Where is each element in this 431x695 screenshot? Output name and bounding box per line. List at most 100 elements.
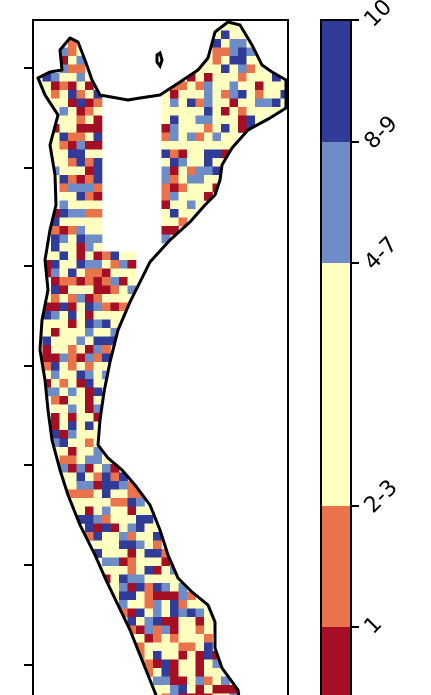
grid-cell bbox=[178, 98, 188, 108]
grid-cell bbox=[102, 515, 111, 524]
grid-cell bbox=[76, 132, 86, 142]
grid-cell bbox=[110, 540, 120, 550]
grid-cell bbox=[127, 532, 137, 541]
grid-cell bbox=[110, 319, 120, 329]
grid-cell bbox=[59, 455, 69, 465]
grid-cell bbox=[221, 56, 230, 65]
grid-cell bbox=[51, 277, 60, 286]
grid-cell bbox=[204, 617, 213, 626]
grid-cell bbox=[178, 90, 188, 99]
grid-cell bbox=[204, 149, 213, 159]
grid-cell bbox=[263, 81, 273, 91]
grid-cell bbox=[221, 132, 230, 142]
grid-cell bbox=[85, 132, 94, 142]
grid-cell bbox=[136, 540, 145, 550]
grid-cell bbox=[59, 294, 69, 303]
grid-cell bbox=[76, 336, 86, 346]
grid-cell bbox=[178, 642, 188, 652]
grid-cell bbox=[161, 175, 171, 184]
grid-cell bbox=[59, 200, 69, 210]
grid-cell bbox=[136, 634, 145, 643]
grid-cell bbox=[204, 115, 213, 125]
grid-cell bbox=[170, 217, 179, 227]
grid-cell bbox=[59, 311, 69, 320]
grid-cell bbox=[119, 583, 128, 592]
grid-cell bbox=[76, 319, 86, 329]
grid-cell bbox=[212, 56, 222, 65]
grid-cell bbox=[212, 693, 222, 695]
grid-cell bbox=[195, 617, 205, 626]
grid-cell bbox=[246, 47, 256, 57]
grid-cell bbox=[93, 549, 103, 558]
grid-cell bbox=[204, 90, 213, 99]
grid-cell bbox=[85, 192, 94, 201]
grid-cell bbox=[51, 285, 60, 295]
grid-cell bbox=[229, 81, 239, 91]
grid-cell bbox=[85, 226, 94, 235]
grid-cell bbox=[136, 583, 145, 592]
grid-cell bbox=[110, 566, 120, 575]
grid-cell bbox=[102, 302, 111, 312]
grid-cell bbox=[68, 370, 77, 380]
grid-cell bbox=[59, 47, 69, 57]
grid-cell bbox=[42, 73, 52, 82]
grid-cell bbox=[272, 73, 281, 82]
grid-cell bbox=[195, 107, 205, 116]
grid-cell bbox=[76, 268, 86, 278]
grid-cell bbox=[153, 685, 162, 694]
grid-cell bbox=[170, 132, 179, 142]
grid-cell bbox=[161, 600, 171, 609]
grid-cell bbox=[76, 498, 86, 507]
grid-cell bbox=[170, 591, 179, 601]
grid-cell bbox=[51, 319, 60, 329]
grid-cell bbox=[153, 557, 162, 567]
grid-cell bbox=[76, 98, 86, 108]
grid-cell bbox=[93, 209, 103, 218]
grid-cell bbox=[51, 387, 60, 397]
grid-cell bbox=[161, 617, 171, 626]
grid-cell bbox=[229, 73, 239, 82]
grid-cell bbox=[85, 234, 94, 244]
grid-cell bbox=[68, 421, 77, 431]
grid-cell bbox=[76, 260, 86, 269]
grid-cell bbox=[85, 141, 94, 150]
grid-cell bbox=[178, 608, 188, 618]
grid-cell bbox=[212, 73, 222, 82]
grid-cell bbox=[110, 285, 120, 295]
grid-cell bbox=[76, 192, 86, 201]
grid-cell bbox=[42, 362, 52, 371]
grid-cell bbox=[76, 345, 86, 354]
grid-cell bbox=[161, 200, 171, 210]
grid-cell bbox=[195, 625, 205, 635]
grid-cell bbox=[263, 98, 273, 108]
grid-cell bbox=[110, 583, 120, 592]
grid-cell bbox=[85, 362, 94, 371]
grid-cell bbox=[93, 234, 103, 244]
grid-cell bbox=[42, 345, 52, 354]
grid-cell bbox=[51, 260, 60, 269]
grid-cell bbox=[51, 430, 60, 439]
grid-cell bbox=[161, 634, 171, 643]
grid-cell bbox=[153, 583, 162, 592]
grid-cell bbox=[76, 302, 86, 312]
grid-cell bbox=[255, 64, 264, 74]
grid-cell bbox=[119, 481, 128, 490]
grid-cell bbox=[195, 693, 205, 695]
grid-cell bbox=[68, 47, 77, 57]
grid-cell bbox=[59, 115, 69, 125]
grid-cell bbox=[161, 591, 171, 601]
grid-cell bbox=[110, 472, 120, 482]
grid-cell bbox=[153, 608, 162, 618]
coastline bbox=[36, 20, 288, 695]
grid-cell bbox=[85, 498, 94, 507]
grid-cell bbox=[85, 515, 94, 524]
grid-cell bbox=[229, 22, 239, 31]
grid-cell bbox=[76, 362, 86, 371]
grid-cell bbox=[110, 268, 120, 278]
grid-cell bbox=[102, 540, 111, 550]
grid-cell bbox=[76, 387, 86, 397]
grid-cell bbox=[93, 396, 103, 405]
grid-cell bbox=[161, 668, 171, 677]
grid-cell bbox=[238, 124, 247, 133]
grid-cell bbox=[178, 81, 188, 91]
